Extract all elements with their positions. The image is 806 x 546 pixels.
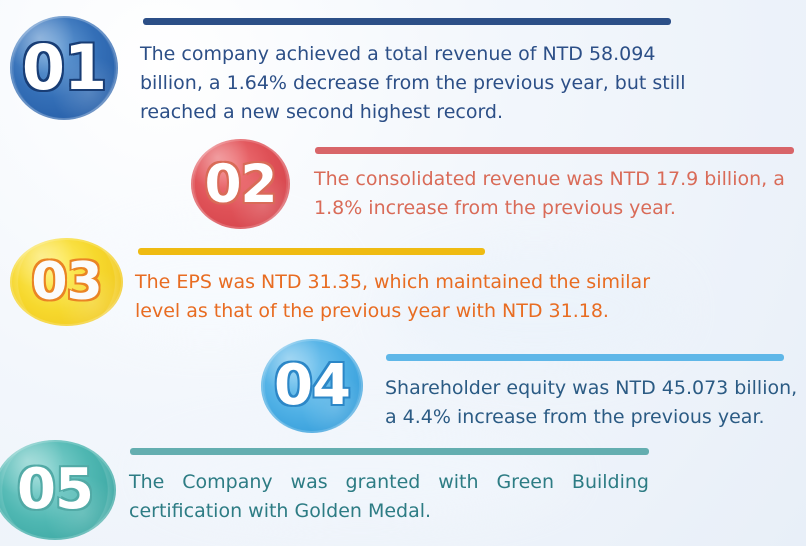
number-badge-1: 01 — [10, 16, 118, 120]
background-cloud — [80, 220, 340, 340]
number-badge-2: 02 — [191, 139, 290, 229]
highlight-text-2: The consolidated revenue was NTD 17.9 bi… — [314, 168, 785, 219]
badge-number: 03 — [31, 252, 102, 312]
highlight-text-4: Shareholder equity was NTD 45.073 billio… — [385, 377, 798, 428]
badge-number: 05 — [17, 457, 94, 522]
divider-bar-5 — [130, 448, 649, 455]
number-badge-4: 04 — [261, 339, 363, 433]
background-cloud — [150, 430, 570, 520]
highlight-text-3: The EPS was NTD 31.35, which maintained … — [135, 271, 651, 322]
number-badge-5: 05 — [0, 440, 116, 540]
highlight-text-1: The company achieved a total revenue of … — [140, 43, 686, 123]
divider-bar-4 — [386, 354, 784, 361]
badge-number: 02 — [204, 153, 278, 215]
highlight-text-5: The Company was granted with Green Build… — [129, 471, 649, 522]
badge-number: 01 — [21, 31, 107, 104]
background-cloud — [390, 250, 680, 370]
divider-bar-2 — [315, 147, 794, 154]
badge-number: 04 — [274, 353, 351, 418]
divider-bar-3 — [138, 248, 485, 255]
number-badge-3: 03 — [10, 238, 123, 326]
divider-bar-1 — [143, 18, 671, 25]
